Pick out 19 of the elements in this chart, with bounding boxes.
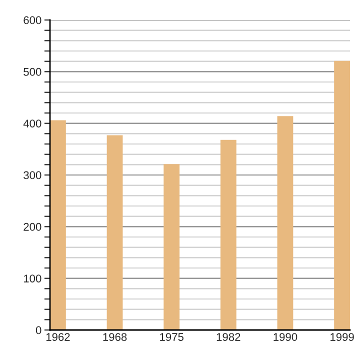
- bar: [220, 140, 236, 330]
- y-tick-label: 100: [24, 274, 42, 282]
- x-tick-label: 1975: [160, 333, 184, 341]
- bar: [164, 164, 180, 330]
- x-tick-label: 1999: [330, 333, 354, 341]
- y-tick-label: 500: [24, 68, 42, 76]
- bar: [50, 120, 66, 330]
- bar: [334, 60, 350, 330]
- x-tick-label: 1990: [274, 333, 298, 341]
- bar: [277, 116, 294, 330]
- y-tick-label: 200: [24, 222, 42, 231]
- y-tick-label: 0: [36, 326, 42, 334]
- x-tick-label: 1982: [216, 333, 240, 341]
- bar: [106, 135, 123, 330]
- y-tick-label: 600: [24, 16, 42, 24]
- x-tick-label: 1968: [103, 333, 127, 341]
- y-tick-label: 400: [23, 120, 42, 128]
- y-tick-label: 300: [24, 171, 42, 180]
- x-tick-label: 1962: [46, 333, 70, 341]
